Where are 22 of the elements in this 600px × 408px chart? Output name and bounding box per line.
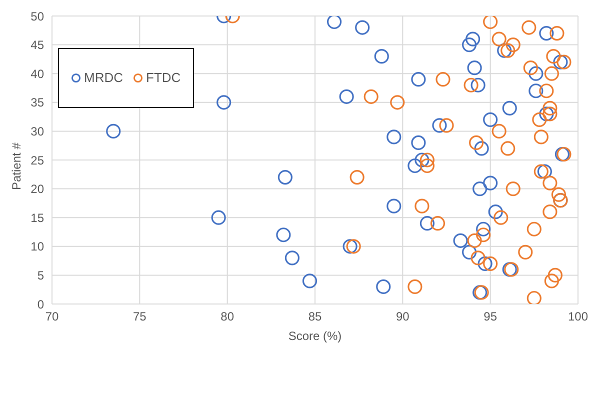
x-tick-label: 75 [132, 310, 147, 324]
y-tick-label: 15 [30, 210, 44, 225]
y-tick-label: 10 [30, 240, 44, 254]
x-tick-label: 70 [45, 310, 59, 324]
y-tick-label: 35 [30, 96, 44, 110]
y-tick-label: 45 [30, 38, 44, 52]
y-tick-label: 25 [30, 153, 44, 168]
x-tick-label: 90 [396, 310, 410, 324]
x-tick-label: 85 [308, 310, 322, 324]
y-tick-label: 50 [30, 9, 44, 24]
legend-label: MRDC [83, 70, 123, 85]
y-tick-label: 40 [30, 66, 44, 81]
y-tick-label: 20 [30, 182, 44, 196]
x-tick-label: 100 [568, 310, 588, 324]
y-axis-title: Patient # [9, 142, 24, 190]
x-tick-label: 80 [220, 310, 234, 324]
legend-label: FTDC [145, 70, 181, 85]
x-axis-title: Score (%) [288, 329, 342, 343]
y-tick-label: 30 [30, 124, 44, 138]
y-tick-label: 0 [37, 297, 44, 312]
y-tick-label: 5 [37, 268, 44, 282]
x-tick-label: 95 [484, 310, 498, 324]
